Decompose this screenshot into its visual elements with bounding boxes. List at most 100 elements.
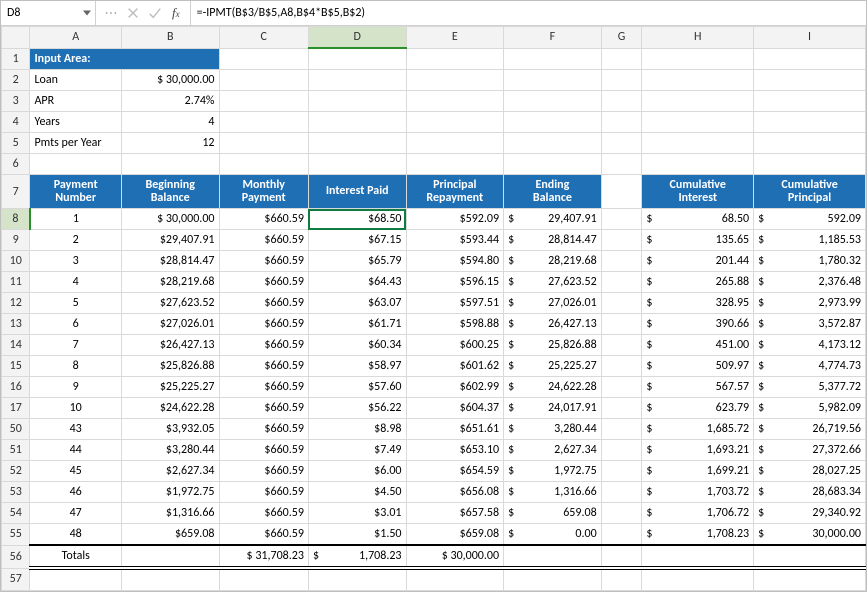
cell[interactable] — [308, 133, 406, 154]
row-header-1[interactable]: 1 — [2, 48, 30, 70]
cell-interest-paid[interactable]: $64.43 — [308, 272, 406, 293]
cell-cumulative-interest[interactable]: $1,693.21 — [642, 440, 754, 461]
cell[interactable] — [504, 545, 602, 568]
cell-cumulative-interest[interactable]: $623.79 — [642, 398, 754, 419]
cell-interest-paid[interactable]: $67.15 — [308, 230, 406, 251]
cell-cumulative-interest[interactable]: $201.44 — [642, 251, 754, 272]
cell-cumulative-principal[interactable]: $4,774.73 — [754, 356, 866, 377]
cell[interactable] — [642, 154, 754, 175]
cell-ending-balance[interactable]: $24,622.28 — [504, 377, 602, 398]
row-header-16[interactable]: 16 — [2, 377, 30, 398]
cell-monthly-payment[interactable]: $660.59 — [219, 440, 308, 461]
cell[interactable] — [219, 112, 308, 133]
cell[interactable] — [754, 70, 866, 91]
cell-monthly-payment[interactable]: $660.59 — [219, 419, 308, 440]
cell-cumulative-principal[interactable]: $1,185.53 — [754, 230, 866, 251]
cell-cumulative-principal[interactable]: $29,340.92 — [754, 503, 866, 524]
cell-principal-repayment[interactable]: $657.58 — [406, 503, 504, 524]
cell[interactable] — [219, 568, 308, 591]
cell-monthly-payment[interactable]: $660.59 — [219, 314, 308, 335]
cell[interactable] — [754, 48, 866, 70]
cell[interactable] — [219, 70, 308, 91]
col-header-E[interactable]: E — [406, 27, 504, 49]
cell-beginning-balance[interactable]: $26,427.13 — [121, 335, 219, 356]
cell-beginning-balance[interactable]: $ 30,000.00 — [121, 209, 219, 230]
cell-ending-balance[interactable]: $1,972.75 — [504, 461, 602, 482]
cell[interactable] — [754, 112, 866, 133]
cell-payment-number[interactable]: 4 — [30, 272, 121, 293]
cell[interactable] — [754, 133, 866, 154]
row-header-9[interactable]: 9 — [2, 230, 30, 251]
cell[interactable] — [601, 335, 642, 356]
cell-principal-repayment[interactable]: $654.59 — [406, 461, 504, 482]
cell-cumulative-principal[interactable]: $27,372.66 — [754, 440, 866, 461]
row-header-57[interactable]: 57 — [2, 568, 30, 591]
cell[interactable] — [406, 133, 504, 154]
cell-cumulative-principal[interactable]: $2,973.99 — [754, 293, 866, 314]
cell-interest-paid[interactable]: $63.07 — [308, 293, 406, 314]
col-header-C[interactable]: C — [219, 27, 308, 49]
row-header-55[interactable]: 55 — [2, 524, 30, 546]
cell-cumulative-interest[interactable]: $1,708.23 — [642, 524, 754, 546]
cell[interactable] — [601, 175, 642, 209]
cell[interactable] — [642, 545, 754, 568]
cell-beginning-balance[interactable]: $25,826.88 — [121, 356, 219, 377]
cell[interactable] — [601, 70, 642, 91]
cell[interactable] — [308, 112, 406, 133]
row-header-3[interactable]: 3 — [2, 91, 30, 112]
cell-monthly-payment[interactable]: $660.59 — [219, 524, 308, 546]
cell[interactable] — [219, 91, 308, 112]
cell[interactable] — [601, 133, 642, 154]
cell-cumulative-interest[interactable]: $567.57 — [642, 377, 754, 398]
cell[interactable] — [601, 419, 642, 440]
cell-cumulative-interest[interactable]: $265.88 — [642, 272, 754, 293]
cell-principal-repayment[interactable]: $592.09 — [406, 209, 504, 230]
cell-beginning-balance[interactable]: $27,026.01 — [121, 314, 219, 335]
cell-monthly-payment[interactable]: $660.59 — [219, 209, 308, 230]
cell-beginning-balance[interactable]: $28,219.68 — [121, 272, 219, 293]
cell-monthly-payment[interactable]: $660.59 — [219, 461, 308, 482]
cell-beginning-balance[interactable]: $24,622.28 — [121, 398, 219, 419]
cell-ending-balance[interactable]: $24,017.91 — [504, 398, 602, 419]
cell[interactable] — [219, 154, 308, 175]
cell-ending-balance[interactable]: $2,627.34 — [504, 440, 602, 461]
row-header-7[interactable]: 7 — [2, 175, 30, 209]
cell[interactable] — [504, 568, 602, 591]
cancel-icon[interactable] — [122, 2, 144, 24]
cell[interactable] — [30, 568, 121, 591]
cell-payment-number[interactable]: 6 — [30, 314, 121, 335]
cell-payment-number[interactable]: 3 — [30, 251, 121, 272]
cell[interactable] — [406, 568, 504, 591]
spreadsheet-grid[interactable]: A B C D E F G H I 1Input Area:2Loan$ 30,… — [1, 26, 866, 591]
cell-payment-number[interactable]: 7 — [30, 335, 121, 356]
cell-interest-paid[interactable]: $57.60 — [308, 377, 406, 398]
cell-payment-number[interactable]: 1 — [30, 209, 121, 230]
row-header-10[interactable]: 10 — [2, 251, 30, 272]
input-value[interactable]: 4 — [121, 112, 219, 133]
cell-cumulative-principal[interactable]: $28,683.34 — [754, 482, 866, 503]
cell-payment-number[interactable]: 48 — [30, 524, 121, 546]
cell-interest-paid[interactable]: $7.49 — [308, 440, 406, 461]
cell-monthly-payment[interactable]: $660.59 — [219, 272, 308, 293]
cell-cumulative-interest[interactable]: $509.97 — [642, 356, 754, 377]
cell-principal-repayment[interactable]: $602.99 — [406, 377, 504, 398]
cell-monthly-payment[interactable]: $660.59 — [219, 482, 308, 503]
cell[interactable] — [601, 154, 642, 175]
cell-beginning-balance[interactable]: $659.08 — [121, 524, 219, 546]
cell[interactable] — [308, 48, 406, 70]
cell[interactable] — [504, 133, 602, 154]
cell[interactable] — [406, 112, 504, 133]
cell[interactable] — [642, 133, 754, 154]
formula-input[interactable] — [191, 1, 866, 25]
cell[interactable] — [601, 314, 642, 335]
cell[interactable] — [601, 482, 642, 503]
col-header-F[interactable]: F — [504, 27, 602, 49]
cell[interactable] — [406, 48, 504, 70]
cell-principal-repayment[interactable]: $594.80 — [406, 251, 504, 272]
cell[interactable] — [642, 70, 754, 91]
cell-ending-balance[interactable]: $29,407.91 — [504, 209, 602, 230]
cell[interactable] — [504, 91, 602, 112]
cell[interactable] — [642, 568, 754, 591]
cell-cumulative-interest[interactable]: $390.66 — [642, 314, 754, 335]
cell-interest-paid[interactable]: $68.50 — [308, 209, 406, 230]
